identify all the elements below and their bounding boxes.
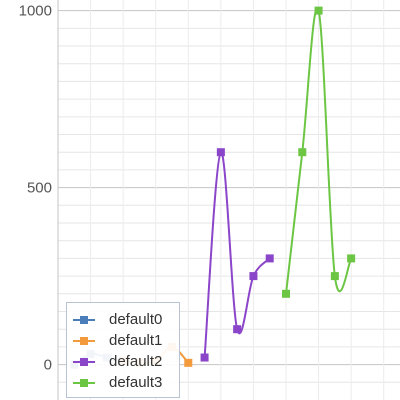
legend: default0 default1 default2 default3: [66, 302, 180, 398]
legend-marker-icon: [73, 355, 95, 369]
data-point[interactable]: [200, 353, 209, 362]
data-point[interactable]: [282, 289, 290, 298]
data-point[interactable]: [314, 6, 323, 15]
data-point[interactable]: [298, 148, 307, 157]
legend-item-default1[interactable]: default1: [67, 330, 179, 351]
data-point[interactable]: [184, 358, 193, 367]
data-point[interactable]: [233, 325, 242, 334]
y-tick-label: 500: [27, 180, 52, 197]
legend-item-default3[interactable]: default3: [67, 372, 179, 393]
legend-label: default1: [109, 332, 163, 349]
legend-marker-icon: [73, 313, 95, 327]
legend-marker-icon: [73, 334, 95, 348]
data-point[interactable]: [347, 254, 356, 263]
data-point[interactable]: [330, 272, 339, 281]
legend-label: default3: [109, 374, 163, 391]
legend-item-default2[interactable]: default2: [67, 351, 179, 372]
legend-label: default0: [109, 311, 163, 328]
data-point[interactable]: [249, 272, 258, 281]
y-tick-label: 0: [44, 357, 52, 374]
y-axis-ticks: 0 500 1000: [19, 3, 52, 374]
legend-label: default2: [109, 353, 163, 370]
series-default2: [200, 148, 274, 362]
series-default3: [282, 6, 356, 298]
data-point[interactable]: [216, 148, 225, 157]
y-tick-label: 1000: [19, 3, 52, 20]
legend-marker-icon: [73, 376, 95, 390]
data-point[interactable]: [265, 254, 274, 263]
legend-item-default0[interactable]: default0: [67, 309, 179, 330]
